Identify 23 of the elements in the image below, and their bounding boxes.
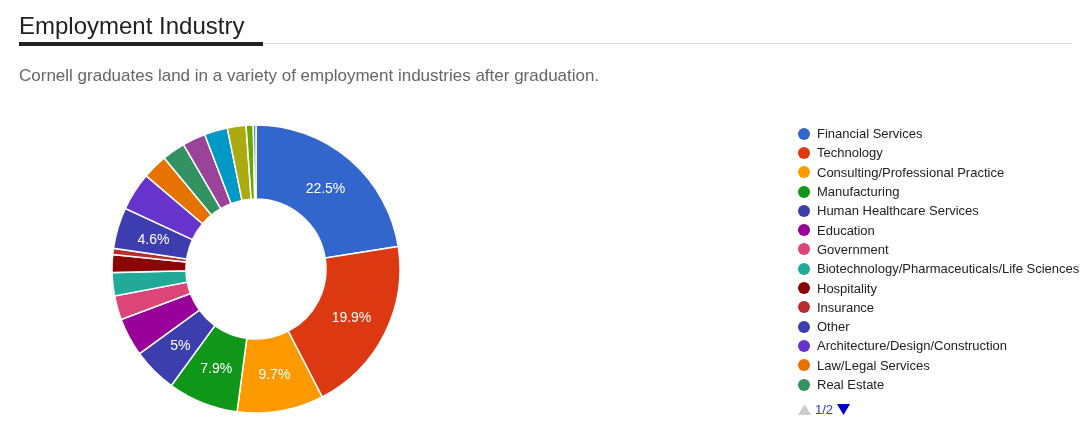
legend-label: Government xyxy=(817,241,889,257)
legend-label: Law/Legal Services xyxy=(817,357,930,373)
legend-label: Insurance xyxy=(817,299,875,315)
legend-label: Manufacturing xyxy=(817,184,900,200)
text: 1/2 xyxy=(815,402,834,418)
legend-label: Human Healthcare Services xyxy=(817,203,979,219)
legend-label: Other xyxy=(817,319,850,335)
data-label: 4.6% xyxy=(137,230,170,247)
legend-label: Architecture/Design/Construction xyxy=(817,338,1008,354)
data-label: 22.5% xyxy=(305,179,346,196)
chart-title: Employment Industry xyxy=(19,12,245,40)
legend-label: Hospitality xyxy=(817,280,877,296)
data-label: 9.7% xyxy=(258,366,291,383)
legend-label: Technology xyxy=(817,145,883,161)
legend-label: Education xyxy=(817,222,875,238)
data-label: 7.9% xyxy=(200,360,233,377)
chart-subtitle: Cornell graduates land in a variety of employment industries after graduation. xyxy=(19,66,600,86)
data-label: 19.9% xyxy=(331,309,372,326)
legend-label: Real Estate xyxy=(817,377,885,392)
data-label: 5% xyxy=(170,336,191,353)
legend-label: Consulting/Professional Practice xyxy=(817,164,1005,180)
legend-label: Financial Services xyxy=(817,126,923,142)
legend-label: Biotechnology/Pharmaceuticals/Life Sciences xyxy=(817,261,1080,277)
